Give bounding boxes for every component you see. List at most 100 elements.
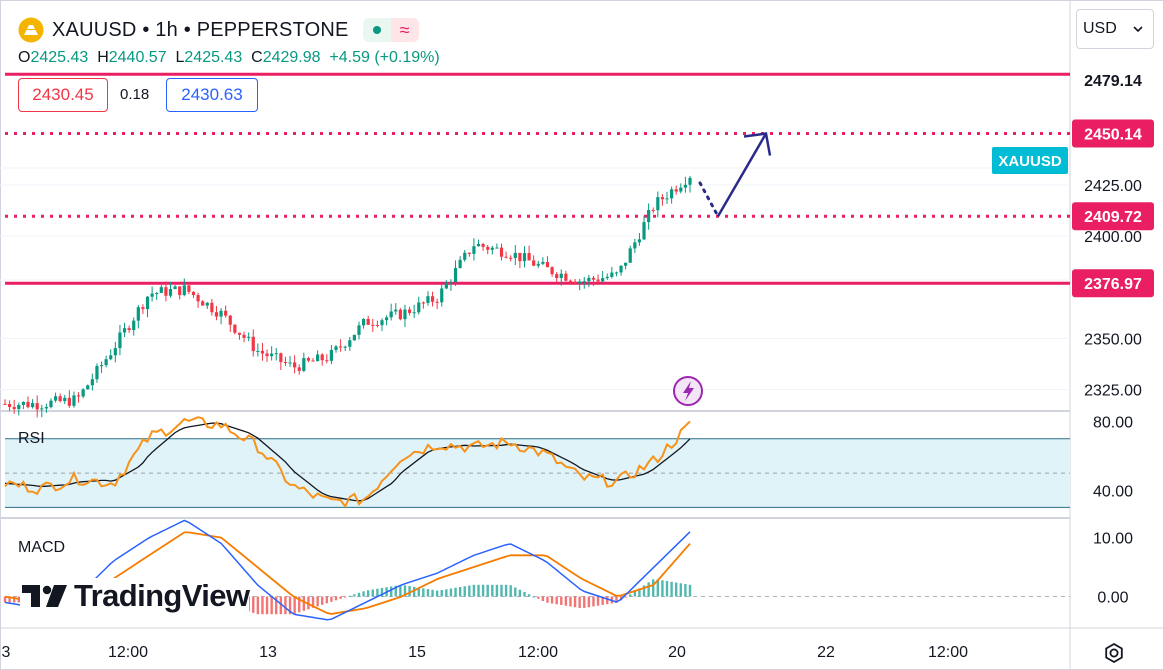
macd-histogram-bar (8, 596, 11, 603)
macd-histogram-bar (481, 584, 485, 597)
level-tag-pivot (1072, 202, 1154, 231)
candle-body (366, 318, 370, 325)
open-value: 2425.43 (30, 49, 89, 66)
symbol-title: XAUUSD • 1h • PEPPERSTONE (52, 19, 349, 42)
candle-body (26, 401, 30, 408)
candle-body (398, 309, 402, 320)
rsi-tick-label: 80.00 (1093, 415, 1133, 432)
candle-body (90, 379, 94, 386)
candles (3, 175, 692, 418)
price-tick-label: 2350.00 (1084, 331, 1142, 348)
rsi-line (4, 416, 691, 509)
projection-arrow[interactable] (698, 132, 772, 218)
candle-body (205, 302, 209, 306)
level-price-label: 2376.97 (1084, 276, 1142, 293)
candle-body (343, 346, 347, 348)
symbol-header[interactable]: XAUUSD • 1h • PEPPERSTONE ≈ (18, 14, 419, 46)
macd-histogram-bar (578, 596, 581, 608)
horizontal-levels[interactable]: 2450.14 2409.72 2376.97 (5, 72, 1154, 298)
macd-histogram-bar (403, 585, 407, 597)
candle-body (168, 289, 173, 296)
macd-histogram-bar (518, 589, 522, 597)
macd-histogram-bar (477, 584, 480, 597)
macd-histogram-bar (509, 585, 512, 597)
candle-body (486, 246, 490, 250)
macd-pane-label: MACD (18, 539, 65, 556)
symbol-tag-label: XAUUSD (998, 153, 1062, 170)
macd-line (4, 519, 691, 621)
macd-histogram-bar (325, 596, 329, 604)
macd-histogram-bar (463, 586, 466, 597)
candle-body (389, 311, 393, 318)
status-pill[interactable]: ≈ (362, 18, 419, 42)
candle-body (86, 385, 90, 390)
candle-body (132, 320, 136, 331)
time-tick-label: 12:00 (518, 644, 558, 661)
macd-histogram-bar (615, 596, 618, 603)
macd-histogram-bar (394, 585, 397, 597)
time-tick-label: 12:00 (928, 644, 968, 661)
candle-body (316, 354, 320, 362)
macd-histogram-bar (606, 596, 609, 605)
candle-body (463, 252, 467, 260)
candle-body (306, 358, 311, 361)
macd-histogram-bar (527, 594, 531, 597)
price-tick-label: 2425.00 (1084, 178, 1142, 195)
candle-body (679, 187, 683, 192)
candle-body (325, 360, 329, 362)
candle-body (76, 395, 81, 397)
macd-histogram-bar (596, 596, 600, 606)
macd-histogram-bar (380, 587, 384, 597)
macd-histogram-bar (656, 579, 660, 597)
currency-select[interactable]: USD (1076, 9, 1154, 49)
currency-value: USD (1083, 20, 1117, 37)
macd-histogram-bar (279, 596, 283, 615)
ask-button[interactable]: 2430.63 (166, 78, 258, 112)
macd-histogram-bar (546, 596, 549, 603)
macd-histogram-bar (500, 584, 503, 597)
candle-body (104, 359, 108, 366)
candle-body (113, 348, 117, 356)
macd-histogram-bar (362, 591, 365, 597)
candle-body (247, 336, 251, 338)
level-tag-support (1072, 269, 1154, 298)
candle-body (619, 265, 623, 273)
lightning-icon[interactable] (673, 376, 703, 406)
bid-button[interactable]: 2430.45 (18, 78, 108, 112)
tradingview-mark-icon (22, 585, 67, 607)
candle-body (72, 395, 76, 406)
macd-histogram-bar (417, 587, 420, 597)
arrow-dotted-leg[interactable] (698, 181, 720, 218)
candle-body (357, 325, 361, 335)
macd-histogram-bar (353, 594, 356, 597)
candle-body (219, 310, 223, 317)
arrow-main-leg[interactable] (716, 132, 768, 217)
macd-histogram-bar (661, 580, 664, 597)
close-label: C (251, 49, 263, 66)
candle-body (596, 279, 600, 282)
candle-body (352, 334, 356, 341)
macd-histogram-bar (321, 596, 324, 605)
candle-body (610, 272, 614, 277)
candle-body (191, 291, 196, 296)
candle-body (173, 286, 177, 290)
candle-body (375, 324, 379, 326)
candle-body (403, 309, 407, 320)
macd-histogram-bar (688, 584, 692, 597)
macd-histogram-bar (366, 590, 370, 597)
rsi-lines (4, 416, 691, 509)
change-value: +4.59 (+0.19%) (329, 49, 440, 66)
settings-gear-icon[interactable] (1100, 639, 1128, 667)
macd-histogram-bar (665, 581, 669, 597)
macd-histogram-bar (348, 595, 351, 597)
candle-body (614, 272, 619, 274)
arrow-head[interactable] (743, 132, 772, 156)
macd-histogram-bar (422, 588, 425, 597)
macd-histogram-bar (638, 588, 641, 597)
candle-body (21, 401, 25, 405)
candle-body (141, 307, 145, 310)
tradingview-logo[interactable]: TradingView (20, 578, 250, 614)
candle-body (545, 262, 550, 268)
macd-histogram-bar (284, 596, 287, 615)
